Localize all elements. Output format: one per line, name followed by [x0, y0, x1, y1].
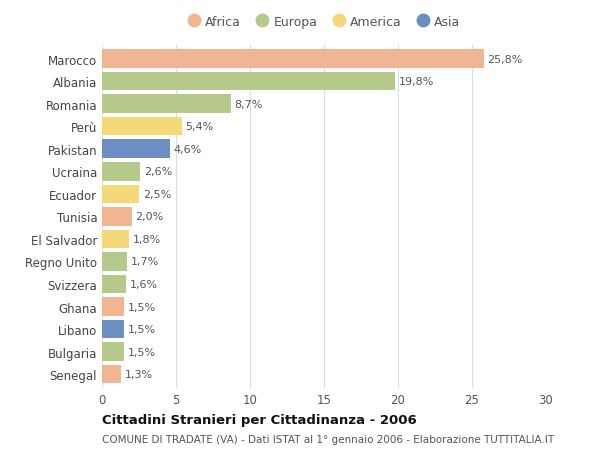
Bar: [102, 95, 231, 114]
Text: 1,7%: 1,7%: [131, 257, 159, 267]
Text: 1,5%: 1,5%: [128, 302, 156, 312]
Text: COMUNE DI TRADATE (VA) - Dati ISTAT al 1° gennaio 2006 - Elaborazione TUTTITALIA: COMUNE DI TRADATE (VA) - Dati ISTAT al 1…: [102, 434, 554, 444]
Bar: [102, 140, 170, 159]
Legend: Africa, Europa, America, Asia: Africa, Europa, America, Asia: [182, 11, 466, 34]
Bar: [102, 118, 182, 136]
Bar: [102, 320, 124, 339]
Text: 2,0%: 2,0%: [136, 212, 164, 222]
Bar: [102, 297, 124, 316]
Bar: [102, 73, 395, 91]
Text: 25,8%: 25,8%: [488, 55, 523, 64]
Bar: [102, 185, 139, 204]
Text: 2,6%: 2,6%: [144, 167, 172, 177]
Text: 19,8%: 19,8%: [399, 77, 434, 87]
Text: 1,5%: 1,5%: [128, 325, 156, 334]
Bar: [102, 162, 140, 181]
Text: 8,7%: 8,7%: [235, 100, 263, 109]
Text: 1,3%: 1,3%: [125, 369, 153, 379]
Bar: [102, 230, 128, 249]
Text: 1,5%: 1,5%: [128, 347, 156, 357]
Text: 1,8%: 1,8%: [133, 235, 161, 244]
Text: 1,6%: 1,6%: [130, 280, 158, 289]
Text: Cittadini Stranieri per Cittadinanza - 2006: Cittadini Stranieri per Cittadinanza - 2…: [102, 413, 417, 426]
Bar: [102, 365, 121, 384]
Text: 4,6%: 4,6%: [174, 145, 202, 154]
Bar: [102, 207, 131, 226]
Text: 5,4%: 5,4%: [185, 122, 214, 132]
Bar: [102, 50, 484, 69]
Bar: [102, 275, 125, 294]
Bar: [102, 252, 127, 271]
Text: 2,5%: 2,5%: [143, 190, 171, 199]
Bar: [102, 342, 124, 361]
